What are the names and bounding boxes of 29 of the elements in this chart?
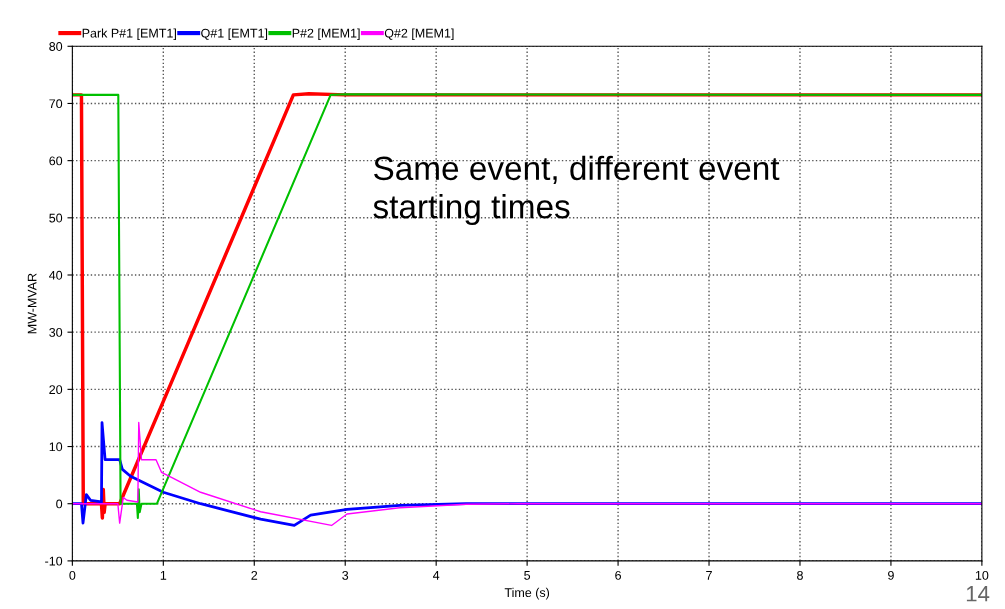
y-axis-title: MW-MVAR [27,273,37,334]
y-tick-label: 20 [49,385,63,395]
y-tick-label: 10 [49,442,63,452]
x-tick-label: 1 [160,571,167,580]
x-tick-label: 7 [706,571,712,580]
y-tick-label: 50 [49,213,63,223]
legend-label: Park P#1 [EMT1] [82,28,176,41]
x-tick-label: 5 [524,571,531,580]
y-tick-label: 40 [49,270,63,280]
x-axis-title: Time (s) [504,587,550,600]
y-tick-label: 60 [49,156,63,166]
x-tick-label: 9 [888,570,894,580]
x-tick-label: 6 [615,570,621,580]
x-tick-label: 3 [342,570,349,580]
y-tick-label: 70 [49,99,63,109]
legend-label: Q#2 [MEM1] [384,28,454,41]
x-tick-label: 8 [797,570,803,580]
y-tick-label: 30 [49,327,63,337]
annotation: Same event, different event starting times [373,155,780,226]
x-tick-label: 0 [69,570,76,580]
legend-label: P#2 [MEM1] [292,28,360,41]
legend-label: Q#1 [EMT1] [201,28,268,41]
x-tick-label: 4 [432,571,440,580]
x-tick-label: 10 [975,570,989,580]
text: 14 [966,586,990,602]
y-tick-label: 0 [56,499,63,509]
y-tick-label: -10 [45,556,63,566]
y-tick-label: 80 [49,42,63,51]
x-tick-label: 2 [251,570,258,580]
